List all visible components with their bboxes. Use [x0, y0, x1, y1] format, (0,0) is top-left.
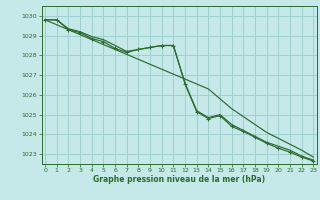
- X-axis label: Graphe pression niveau de la mer (hPa): Graphe pression niveau de la mer (hPa): [93, 175, 265, 184]
